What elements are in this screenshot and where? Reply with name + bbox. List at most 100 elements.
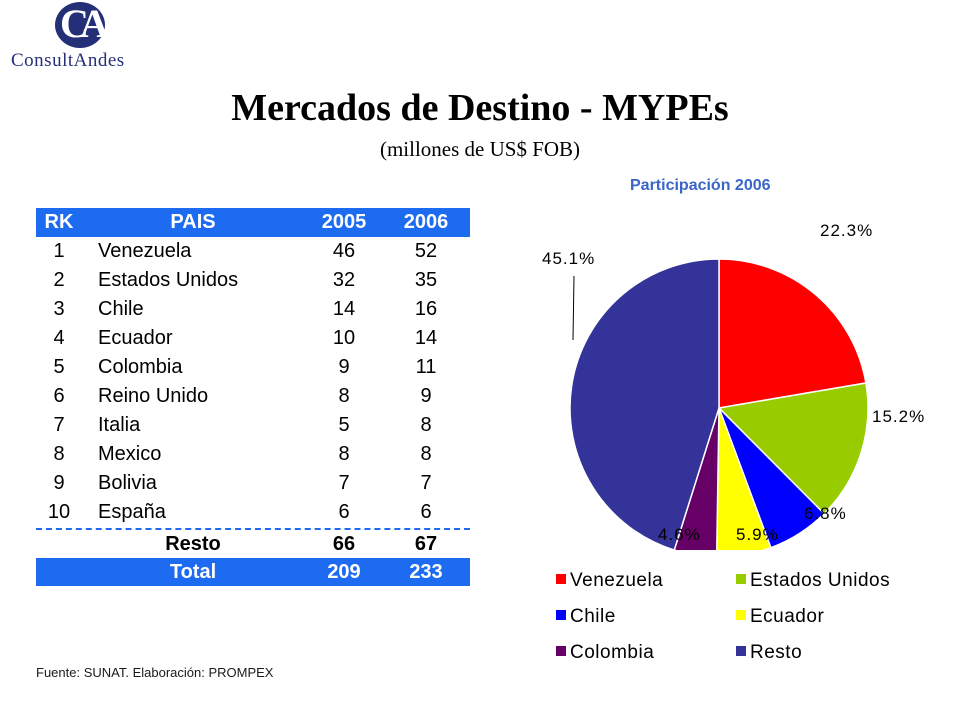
pais-cell: Bolivia	[98, 472, 157, 494]
pais-cell: Estados Unidos	[98, 269, 239, 291]
rk-cell: 3	[53, 298, 65, 320]
legend-label: Ecuador	[750, 606, 825, 627]
value-2005-cell: 46	[332, 240, 356, 262]
table-row: 1 Venezuela 46 52	[36, 237, 470, 266]
pie-slice-venezuela	[718, 258, 867, 409]
rk-cell: 6	[53, 385, 65, 407]
value-2006-cell: 7	[420, 472, 432, 494]
value-2006-cell: 14	[414, 327, 438, 349]
data-label: 45.1%	[542, 249, 595, 268]
value-2005-cell: 7	[338, 472, 350, 494]
legend-label: Resto	[750, 642, 803, 663]
legend-item: Estados Unidos	[736, 570, 890, 592]
legend-item: Ecuador	[736, 606, 824, 628]
table-row: 5 Colombia 9 11	[36, 353, 470, 382]
value-2005-cell: 32	[332, 269, 356, 291]
pie-slice-ecuador	[716, 407, 772, 550]
pais-cell: España	[98, 501, 166, 523]
pie-chart: 22.3% 15.2% 6.8% 5.9% 4.6% 45.1%	[542, 221, 925, 550]
rk-cell: 8	[53, 443, 65, 465]
header-2005: 2005	[321, 211, 367, 233]
legend-label: Estados Unidos	[750, 570, 891, 591]
rk-cell: 7	[53, 414, 65, 436]
legend-swatch	[556, 610, 566, 620]
consultandes-logo: CA ConsultAndes	[8, 0, 168, 80]
table-row: 8 Mexico 8 8	[36, 440, 470, 469]
table-row: 9 Bolivia 7 7	[36, 469, 470, 498]
rk-cell: 2	[53, 269, 65, 291]
chart-title: Participación 2006	[630, 177, 771, 194]
pais-cell: Chile	[98, 298, 144, 320]
pie-slice-estados-unidos	[717, 382, 869, 515]
legend-item: Resto	[736, 642, 802, 664]
legend-item: Colombia	[556, 642, 654, 664]
value-2005-cell: 10	[332, 327, 356, 349]
resto-2005: 66	[332, 533, 356, 555]
rk-cell: 1	[53, 240, 65, 262]
rk-cell: 9	[53, 472, 65, 494]
legend-swatch	[736, 646, 746, 656]
table-divider	[36, 528, 470, 530]
table-row: 4 Ecuador 10 14	[36, 324, 470, 353]
value-2006-cell: 8	[420, 443, 432, 465]
header-rk: RK	[44, 211, 74, 233]
value-2006-cell: 16	[414, 298, 438, 320]
header-pais: PAIS	[170, 211, 216, 233]
legend-label: Venezuela	[570, 570, 664, 591]
table-row: 6 Reino Unido 8 9	[36, 382, 470, 411]
legend-label: Chile	[570, 606, 616, 627]
total-2006: 233	[409, 561, 443, 583]
total-2005: 209	[327, 561, 361, 583]
table-header-row: RK PAIS 2005 2006	[36, 208, 470, 237]
table-body: 1 Venezuela 46 52 2 Estados Unidos 32 35 3 Chile 1…	[36, 237, 470, 527]
pais-cell: Colombia	[98, 356, 183, 378]
logo-name: ConsultAndes	[11, 50, 125, 71]
rk-cell: 5	[53, 356, 65, 378]
data-label: 4.6%	[658, 525, 701, 544]
value-2005-cell: 6	[338, 501, 350, 523]
logo-emblem-icon	[55, 2, 105, 48]
value-2005-cell: 8	[338, 385, 350, 407]
legend-swatch	[556, 574, 566, 584]
pais-cell: Italia	[98, 414, 141, 436]
legend-swatch	[736, 610, 746, 620]
value-2006-cell: 35	[414, 269, 438, 291]
total-label: Total	[169, 561, 217, 583]
legend-item: Venezuela	[556, 570, 663, 592]
resto-2006: 67	[414, 533, 438, 555]
data-label: 6.8%	[804, 504, 847, 523]
logo-letters: CA	[60, 1, 109, 46]
value-2005-cell: 5	[338, 414, 350, 436]
data-label: 5.9%	[736, 525, 779, 544]
legend-swatch	[736, 574, 746, 584]
rk-cell: 10	[47, 501, 71, 523]
value-2005-cell: 9	[338, 356, 350, 378]
pie-slice-resto	[569, 258, 720, 550]
value-2006-cell: 6	[420, 501, 432, 523]
table-row: 10 España 6 6	[36, 498, 470, 527]
data-label: 15.2%	[872, 407, 925, 426]
pais-cell: Reino Unido	[98, 385, 209, 407]
markets-table: RK PAIS 2005 2006 1 Venezuela 46 52 2 Estados…	[36, 208, 470, 586]
table-row: 3 Chile 14 16	[36, 295, 470, 324]
value-2005-cell: 8	[338, 443, 350, 465]
value-2006-cell: 8	[420, 414, 432, 436]
legend-swatch	[556, 646, 566, 656]
data-label: 22.3%	[820, 221, 873, 240]
table-row-resto: Resto 66 67	[36, 530, 470, 558]
pais-cell: Venezuela	[98, 240, 192, 262]
value-2005-cell: 14	[332, 298, 356, 320]
table-row: 7 Italia 5 8	[36, 411, 470, 440]
header-2006: 2006	[403, 211, 449, 233]
table-row: 2 Estados Unidos 32 35	[36, 266, 470, 295]
value-2006-cell: 9	[420, 385, 432, 407]
source-note: Fuente: SUNAT. Elaboración: PROMPEX	[36, 665, 274, 680]
value-2006-cell: 11	[415, 356, 437, 378]
table-row-total: Total 209 233	[36, 558, 470, 586]
legend-label: Colombia	[570, 642, 655, 663]
page-title: Mercados de Destino - MYPEs	[231, 87, 729, 129]
pais-cell: Mexico	[98, 443, 162, 465]
legend-item: Chile	[556, 606, 616, 628]
value-2006-cell: 52	[414, 240, 438, 262]
rk-cell: 4	[53, 327, 65, 349]
